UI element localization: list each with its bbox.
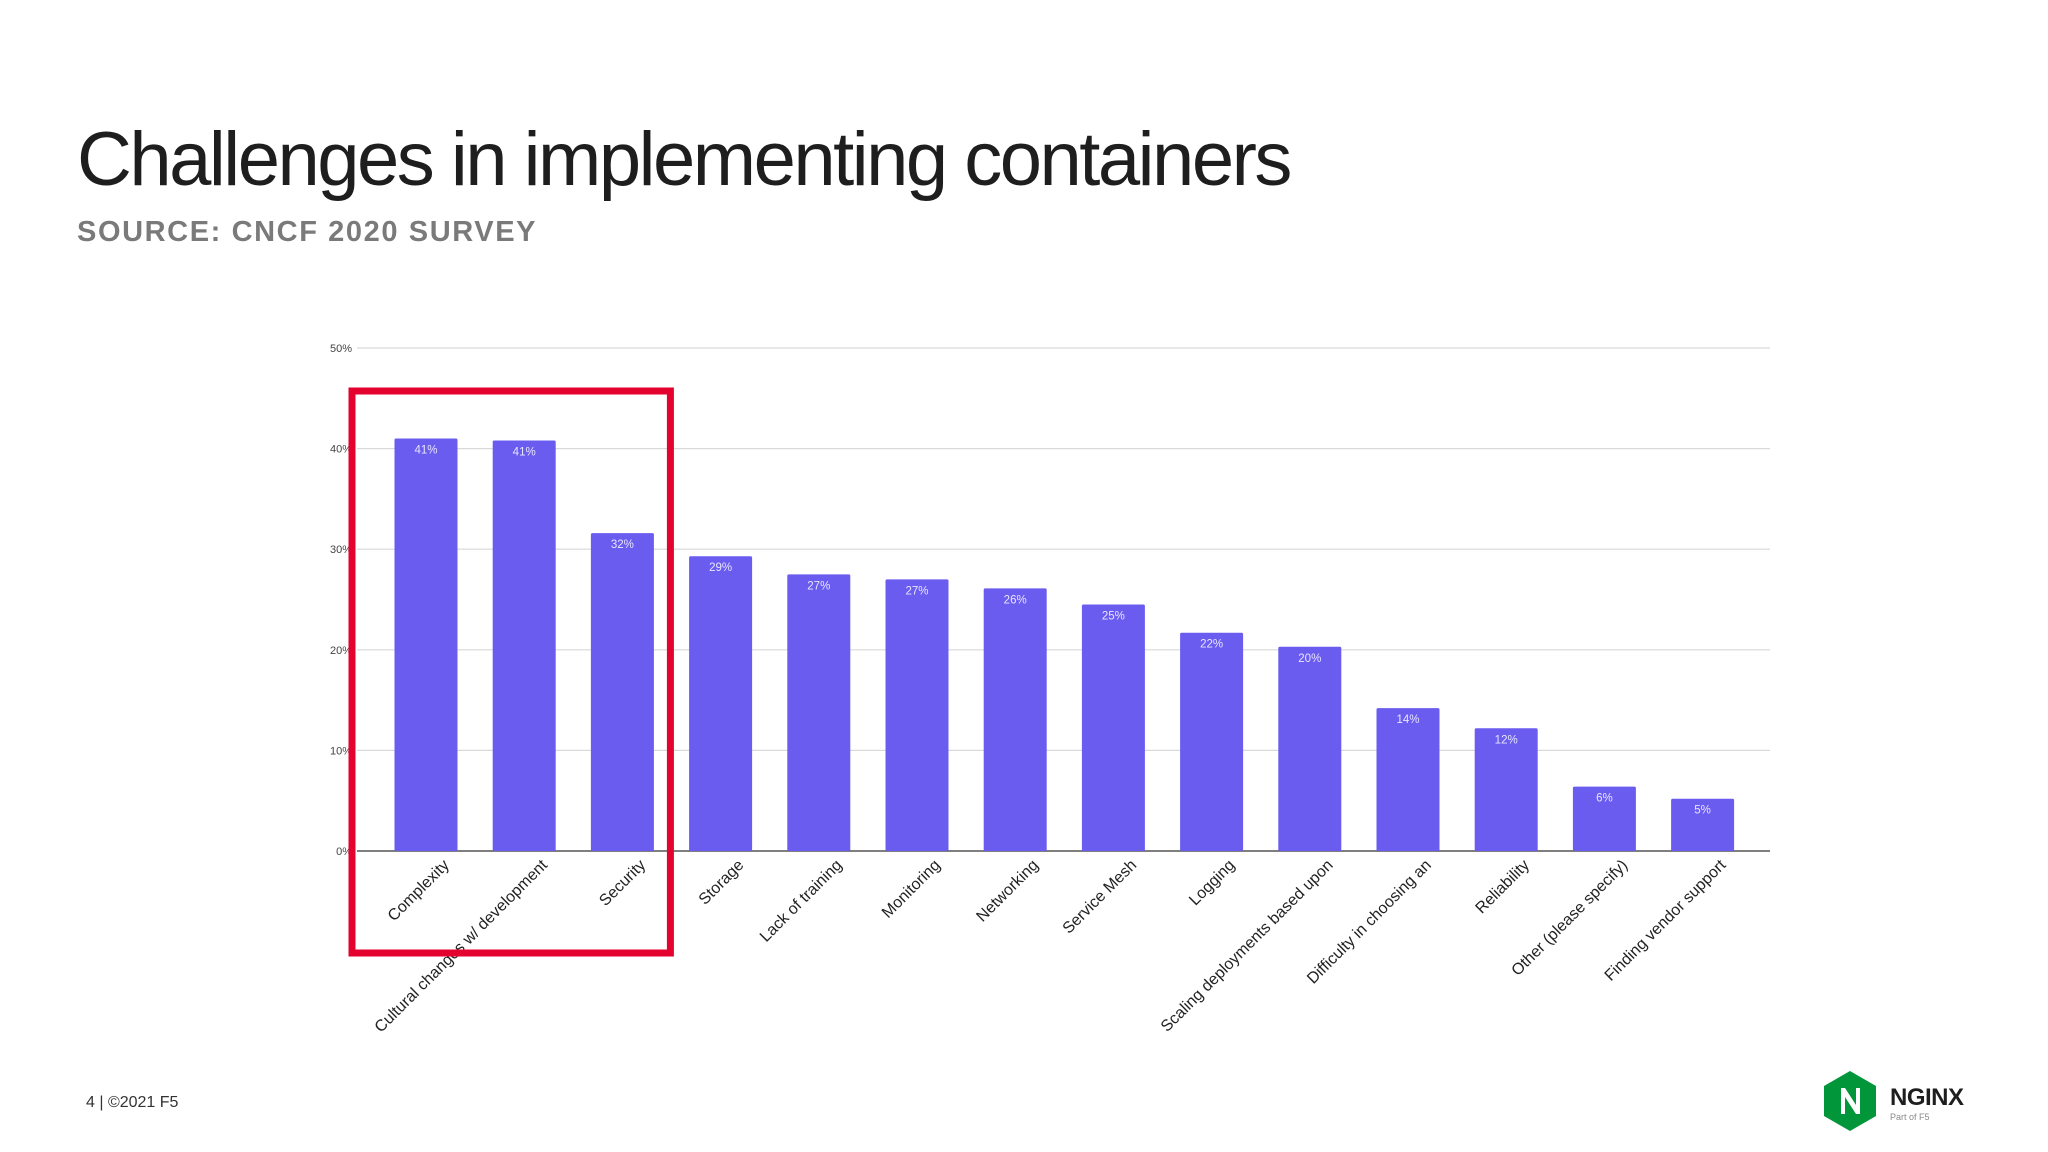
x-tick-label: Networking: [973, 857, 1042, 926]
x-tick-label: Complexity: [385, 857, 453, 925]
x-tick-label: Service Mesh: [1060, 857, 1141, 938]
chart-highlight: [348, 387, 674, 957]
chart-bars: [394, 438, 1735, 851]
slide-subtitle: SOURCE: CNCF 2020 SURVEY: [77, 216, 538, 248]
x-tick-label: Monitoring: [879, 857, 944, 922]
x-tick-label: Reliability: [1473, 857, 1533, 917]
data-label: 41%: [414, 445, 437, 457]
nginx-hexagon-n-icon: [1824, 1071, 1876, 1131]
data-label: 26%: [1004, 594, 1027, 606]
bar: [787, 574, 851, 851]
x-tick-label: Security: [596, 857, 649, 910]
bar: [394, 438, 458, 851]
bar: [1376, 708, 1440, 851]
data-label: 22%: [1200, 639, 1223, 651]
logo-name: NGINX: [1890, 1084, 1964, 1111]
data-label: 20%: [1298, 653, 1321, 665]
bar: [689, 556, 753, 851]
bar: [1572, 786, 1636, 851]
data-label: 27%: [905, 585, 928, 597]
data-label: 29%: [709, 562, 732, 574]
bar: [1180, 632, 1244, 851]
y-tick-label: 50%: [330, 343, 352, 355]
bar: [885, 579, 949, 851]
chart-gridlines: [357, 347, 1770, 852]
x-tick-label: Cultural changes w/ development: [372, 856, 552, 1036]
highlight-box: [348, 387, 674, 957]
x-tick-label: Logging: [1186, 857, 1238, 909]
y-tick-label: 30%: [330, 544, 352, 556]
x-tick-label: Lack of training: [757, 857, 846, 946]
bar: [1278, 646, 1342, 851]
bar: [1671, 798, 1735, 851]
logo-tagline: Part of F5: [1890, 1112, 1930, 1122]
bar: [590, 533, 654, 851]
slide-title: Challenges in implementing containers: [77, 117, 1292, 202]
x-tick-label: Scaling deployments based upon: [1158, 857, 1337, 1036]
data-label: 6%: [1596, 793, 1613, 805]
data-label: 12%: [1495, 734, 1518, 746]
y-tick-label: 0%: [336, 846, 352, 858]
data-label: 5%: [1694, 805, 1711, 817]
bar: [983, 588, 1047, 851]
data-label: 25%: [1102, 611, 1125, 623]
y-tick-label: 20%: [330, 645, 352, 657]
y-tick-label: 40%: [330, 444, 352, 456]
y-tick-label: 10%: [330, 745, 352, 757]
data-label: 27%: [807, 580, 830, 592]
bar: [1081, 604, 1145, 851]
bar: [1474, 728, 1538, 851]
x-tick-label: Storage: [696, 857, 748, 909]
nginx-logo: NGINX Part of F5: [1822, 1070, 1964, 1132]
data-label: 32%: [611, 539, 634, 551]
footer-copyright: 4 | ©2021 F5: [86, 1094, 179, 1111]
bar: [492, 440, 556, 851]
data-label: 14%: [1396, 714, 1419, 726]
data-label: 41%: [513, 447, 536, 459]
